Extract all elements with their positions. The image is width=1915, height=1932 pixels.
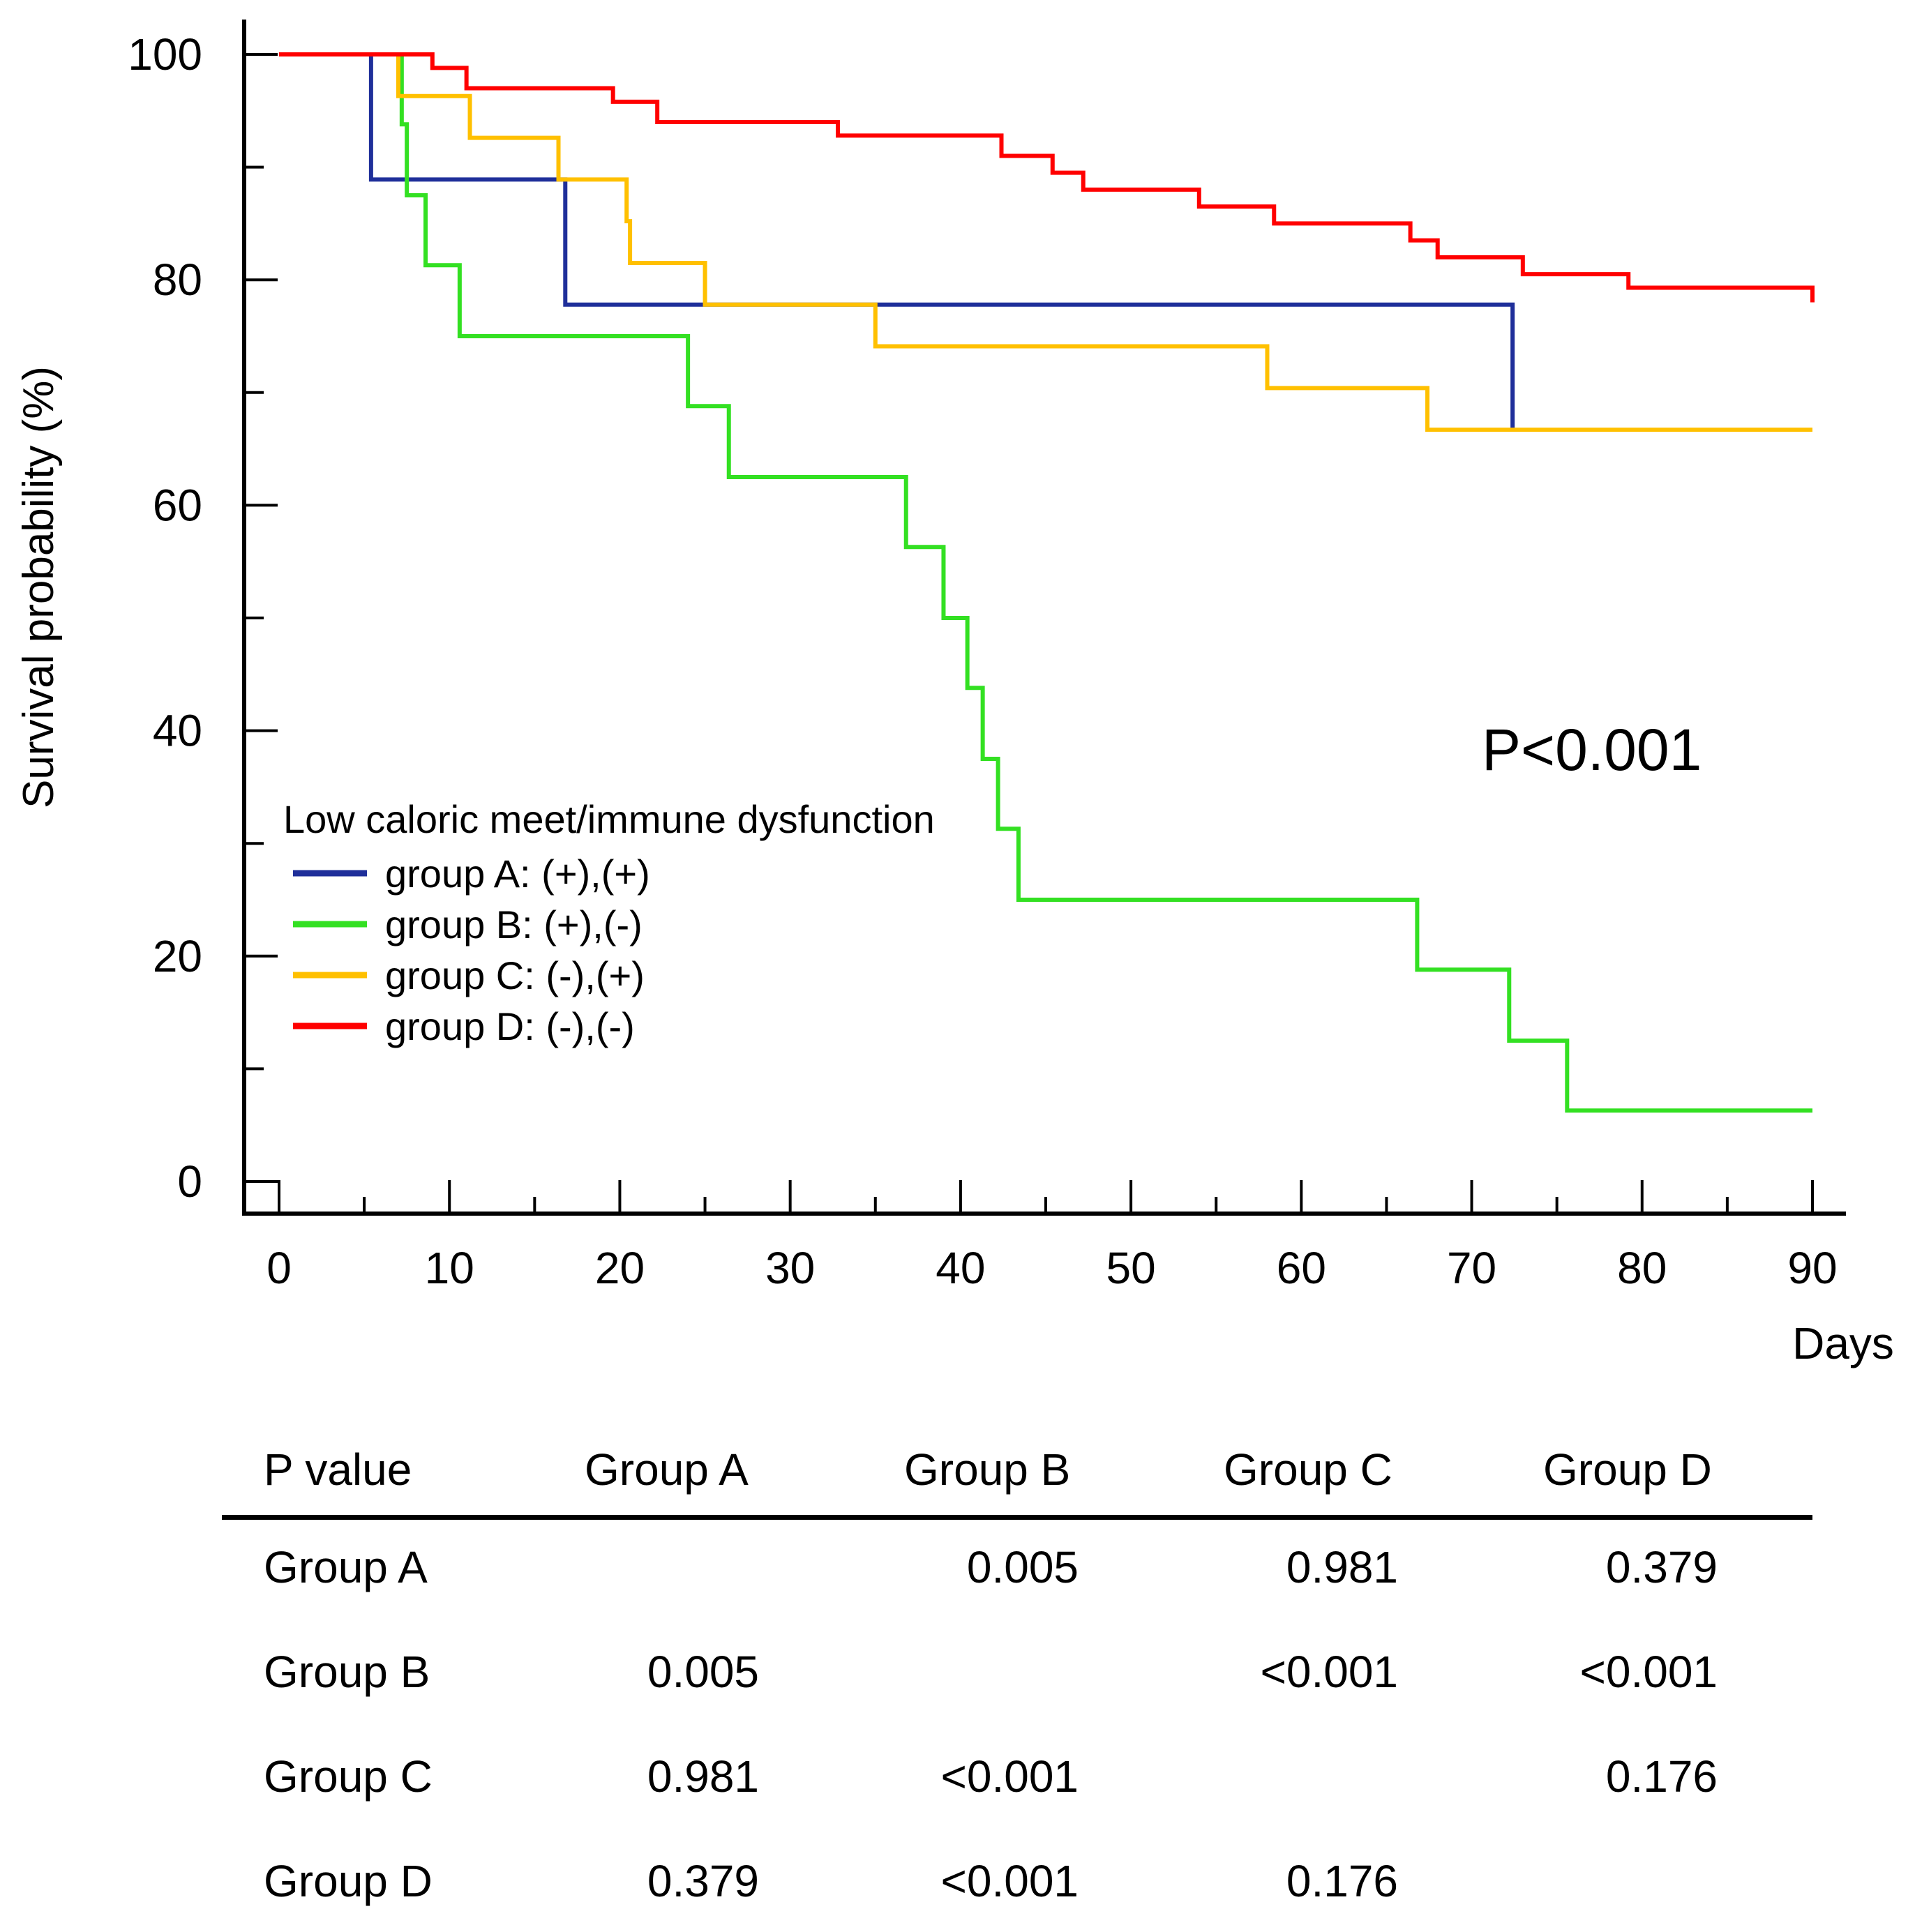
table-corner-label: P value bbox=[264, 1444, 412, 1495]
series-lines bbox=[279, 52, 1815, 1113]
table-cell: 0.981 bbox=[1286, 1542, 1398, 1592]
column-header: Group B bbox=[904, 1444, 1071, 1495]
x-tick-label: 80 bbox=[1617, 1243, 1667, 1293]
table-cell: 0.176 bbox=[1605, 1751, 1718, 1802]
table-header-row: P value Group A Group B Group C Group D bbox=[222, 1416, 1812, 1520]
x-tick-label: 20 bbox=[595, 1243, 645, 1293]
x-tick-label: 50 bbox=[1106, 1243, 1156, 1293]
series-line-d bbox=[279, 52, 1815, 303]
legend: Low caloric meet/immune dysfunction grou… bbox=[283, 797, 935, 1048]
table-cell: 0.981 bbox=[647, 1751, 759, 1802]
series-line-c bbox=[279, 52, 1812, 432]
column-header: Group A bbox=[585, 1444, 749, 1495]
y-axis-label: Survival probability (%) bbox=[15, 366, 63, 808]
legend-entry: group A: (+),(+) bbox=[385, 852, 650, 896]
p-value-table: P value Group A Group B Group C Group D Group… bbox=[222, 1416, 1812, 1932]
table-cell: 0.005 bbox=[966, 1542, 1079, 1592]
table-row: Group A 0.005 0.981 0.379 bbox=[222, 1514, 1812, 1618]
row-label: Group D bbox=[264, 1856, 433, 1906]
y-tick-label: 80 bbox=[153, 255, 202, 305]
table-header-rule bbox=[222, 1515, 1812, 1520]
table-row: Group D 0.379 <0.001 0.176 bbox=[222, 1827, 1812, 1932]
table-row: Group C 0.981 <0.001 0.176 bbox=[222, 1723, 1812, 1827]
table-cell: 0.176 bbox=[1286, 1856, 1398, 1906]
row-label: Group B bbox=[264, 1647, 430, 1697]
legend-title: Low caloric meet/immune dysfunction bbox=[283, 797, 935, 841]
table-cell: <0.001 bbox=[1579, 1647, 1718, 1697]
y-tick-label: 100 bbox=[128, 29, 202, 80]
column-header: Group D bbox=[1543, 1444, 1712, 1495]
x-tick-label: 0 bbox=[266, 1243, 292, 1293]
x-tick-label: 30 bbox=[765, 1243, 815, 1293]
x-tick-label: 10 bbox=[425, 1243, 474, 1293]
table-row: Group B 0.005 <0.001 <0.001 bbox=[222, 1618, 1812, 1723]
survival-chart: 0 20 40 60 80 100 0 10 20 30 40 50 60 70 80 90 Survival… bbox=[15, 20, 1894, 1368]
row-label: Group C bbox=[264, 1751, 433, 1802]
legend-entry: group D: (-),(-) bbox=[385, 1004, 635, 1048]
series-line-b bbox=[279, 52, 1812, 1113]
x-tick-label: 90 bbox=[1787, 1243, 1837, 1293]
column-header: Group C bbox=[1224, 1444, 1392, 1495]
x-tick-label: 70 bbox=[1447, 1243, 1496, 1293]
table-cell: 0.379 bbox=[1605, 1542, 1718, 1592]
x-tick-label: 60 bbox=[1277, 1243, 1326, 1293]
row-label: Group A bbox=[264, 1542, 428, 1592]
table-cell: 0.005 bbox=[647, 1647, 759, 1697]
y-tick-label: 0 bbox=[177, 1156, 202, 1207]
y-tick-label: 60 bbox=[153, 480, 202, 530]
x-tick-label: 40 bbox=[936, 1243, 985, 1293]
table-cell: <0.001 bbox=[1260, 1647, 1398, 1697]
axes: 0 20 40 60 80 100 0 10 20 30 40 50 60 70 80 90 bbox=[128, 20, 1846, 1293]
y-tick-label: 20 bbox=[153, 931, 202, 981]
legend-entry: group C: (-),(+) bbox=[385, 953, 645, 997]
legend-entry: group B: (+),(-) bbox=[385, 903, 643, 946]
table-cell: <0.001 bbox=[940, 1856, 1079, 1906]
x-axis-label: Days bbox=[1792, 1318, 1894, 1368]
y-tick-label: 40 bbox=[153, 706, 202, 756]
table-cell: <0.001 bbox=[940, 1751, 1079, 1802]
series-line-a bbox=[279, 52, 1515, 430]
p-value-annotation: P<0.001 bbox=[1482, 717, 1702, 783]
table-cell: 0.379 bbox=[647, 1856, 759, 1906]
